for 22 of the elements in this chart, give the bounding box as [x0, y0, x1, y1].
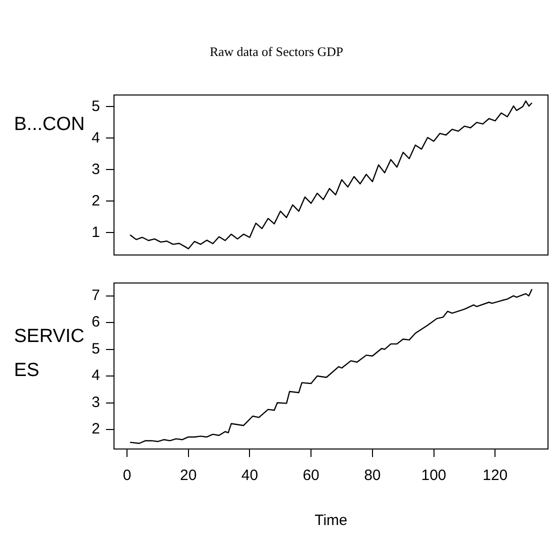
- y-tick-label: 1: [92, 224, 100, 241]
- y-tick-label: 7: [92, 286, 100, 304]
- x-tick-label: 120: [482, 467, 508, 484]
- x-tick-label: 0: [122, 467, 132, 484]
- y-tick-label: 6: [92, 314, 100, 331]
- y-tick-label: 4: [92, 129, 100, 146]
- x-tick-label: 80: [364, 467, 381, 484]
- y-axis-title: SERVICES: [14, 325, 86, 383]
- y-tick-label: 5: [92, 98, 100, 115]
- x-tick-label: 20: [180, 467, 197, 484]
- x-tick-label: 60: [302, 467, 320, 484]
- y-tick-label: 3: [92, 160, 100, 178]
- chart-title: Raw data of Sectors GDP: [208, 44, 344, 60]
- y-tick-label: 3: [92, 394, 100, 411]
- x-tick-label: 40: [241, 467, 258, 484]
- y-tick-label: 4: [92, 367, 100, 384]
- y-axis-title: B...CON: [14, 113, 86, 137]
- x-axis-title: Time: [314, 512, 348, 530]
- y-tick-label: 2: [92, 420, 100, 438]
- y-tick-label: 2: [92, 192, 100, 210]
- y-tick-label: 5: [92, 340, 100, 358]
- x-tick-label: 100: [421, 467, 446, 484]
